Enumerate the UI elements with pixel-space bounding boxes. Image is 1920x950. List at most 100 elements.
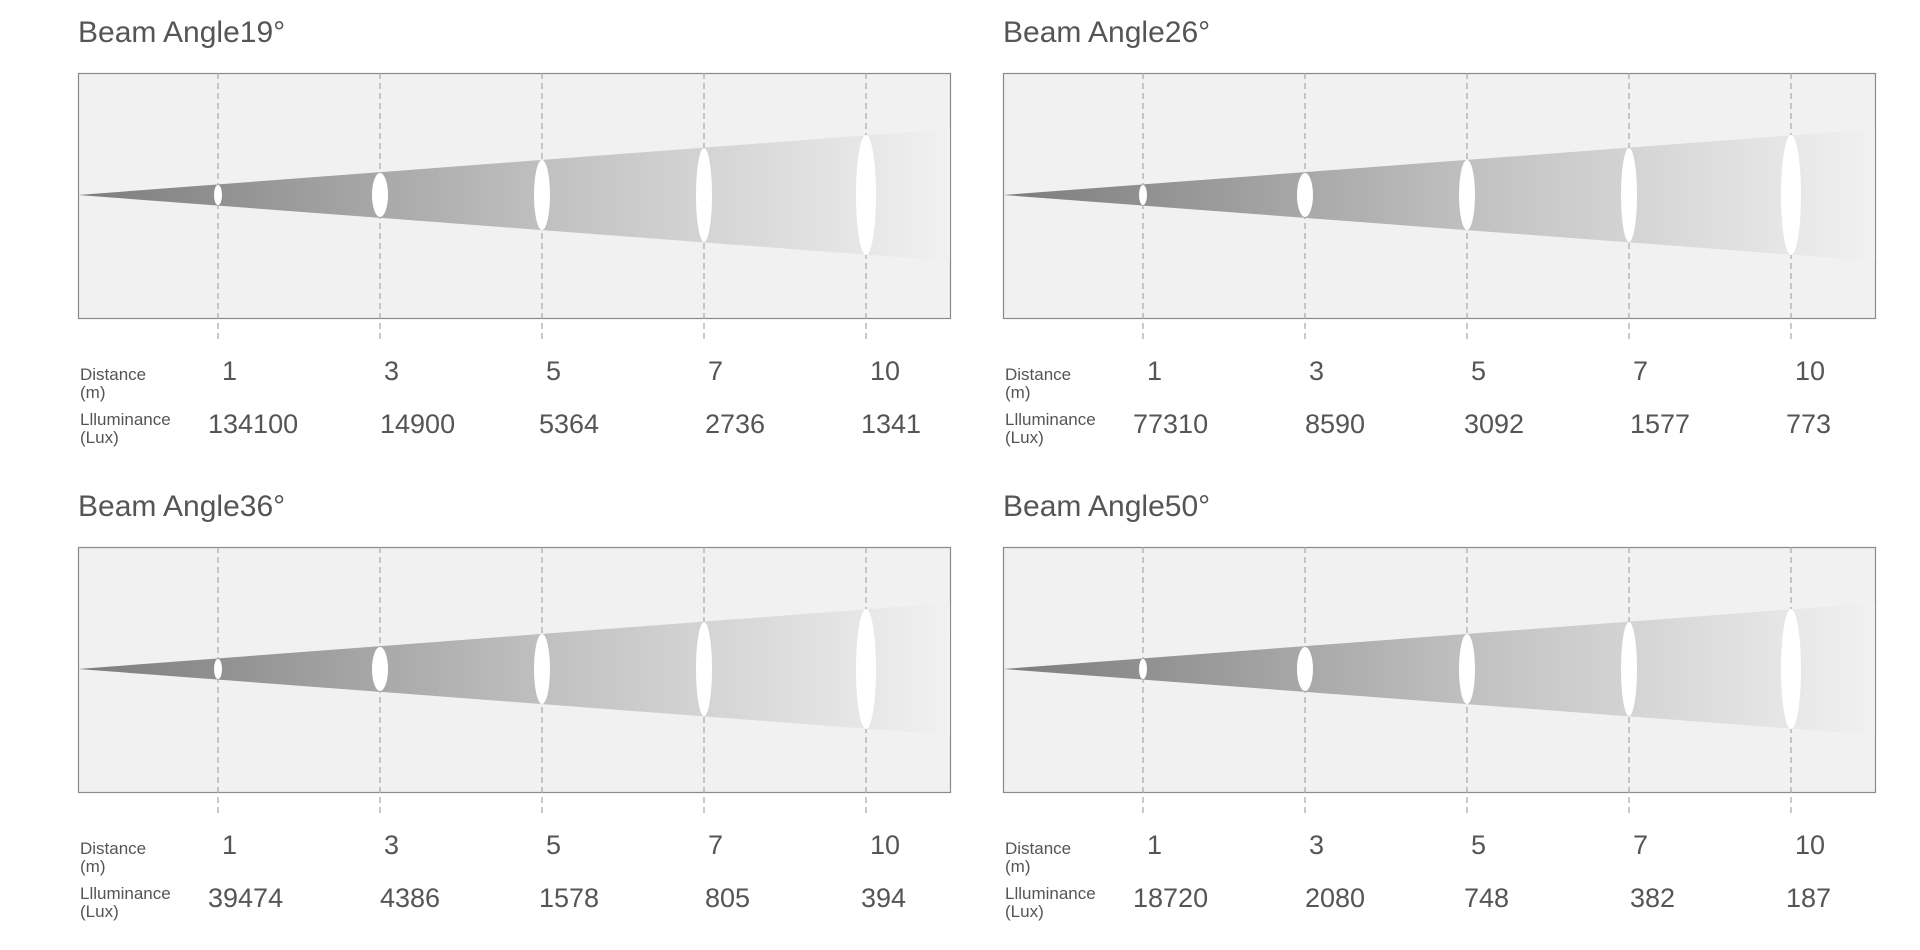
illuminance-label: Llluminance (Lux) bbox=[1005, 885, 1096, 921]
beam-spot bbox=[372, 647, 388, 691]
beam-spot bbox=[534, 634, 550, 704]
distance-unit-text: (m) bbox=[80, 383, 106, 402]
illuminance-value: 1577 bbox=[1630, 409, 1691, 439]
illuminance-unit-text: (Lux) bbox=[1005, 902, 1044, 921]
beam-diagram bbox=[1002, 546, 1877, 815]
illuminance-value: 8590 bbox=[1305, 409, 1366, 439]
distance-label: Distance (m) bbox=[1005, 366, 1071, 402]
illuminance-label: Llluminance (Lux) bbox=[1005, 411, 1096, 447]
beam-panel: Beam Angle19° Distance (m) Llluminance (Lux)… bbox=[77, 16, 958, 458]
distance-unit-text: (m) bbox=[1005, 857, 1031, 876]
illuminance-unit-text: (Lux) bbox=[1005, 428, 1044, 447]
distance-value: 7 bbox=[708, 830, 724, 860]
distance-value: 3 bbox=[1309, 830, 1325, 860]
distance-unit-text: (m) bbox=[80, 857, 106, 876]
beam-spot bbox=[1781, 135, 1801, 255]
distance-value: 3 bbox=[384, 356, 400, 386]
panel-title: Beam Angle36° bbox=[78, 490, 286, 523]
beam-diagram bbox=[1002, 72, 1877, 341]
distance-value: 5 bbox=[1471, 830, 1487, 860]
beam-spot bbox=[1459, 160, 1475, 230]
illuminance-value: 1578 bbox=[539, 883, 600, 913]
illuminance-value: 77310 bbox=[1133, 409, 1209, 439]
distance-value: 7 bbox=[708, 356, 724, 386]
light-beam-cone bbox=[78, 603, 950, 735]
beam-spot bbox=[1621, 622, 1637, 716]
beam-spot bbox=[696, 148, 712, 242]
distance-value: 1 bbox=[1147, 356, 1163, 386]
beam-spot bbox=[534, 160, 550, 230]
distance-label-text: Distance bbox=[1005, 839, 1072, 858]
distance-value: 5 bbox=[1471, 356, 1487, 386]
illuminance-value: 805 bbox=[705, 883, 751, 913]
illuminance-value: 2080 bbox=[1305, 883, 1366, 913]
illuminance-value: 18720 bbox=[1133, 883, 1209, 913]
panel-title: Beam Angle19° bbox=[78, 16, 286, 49]
illuminance-label: Llluminance (Lux) bbox=[80, 885, 171, 921]
illuminance-value: 748 bbox=[1464, 883, 1510, 913]
illuminance-value: 14900 bbox=[380, 409, 456, 439]
distance-label-text: Distance bbox=[80, 839, 147, 858]
distance-value: 1 bbox=[222, 830, 238, 860]
illuminance-value: 3092 bbox=[1464, 409, 1525, 439]
distance-value: 3 bbox=[1309, 356, 1325, 386]
illuminance-value: 39474 bbox=[208, 883, 284, 913]
light-beam-cone bbox=[78, 129, 950, 261]
distance-label-text: Distance bbox=[80, 365, 147, 384]
beam-diagram bbox=[77, 546, 952, 815]
distance-value: 1 bbox=[222, 356, 238, 386]
beam-panel: Beam Angle50° Distance (m) Llluminance (Lux)… bbox=[1002, 490, 1883, 932]
illuminance-value: 187 bbox=[1786, 883, 1832, 913]
illuminance-value: 773 bbox=[1786, 409, 1832, 439]
illuminance-label-text: Llluminance bbox=[80, 410, 171, 429]
illuminance-unit-text: (Lux) bbox=[80, 902, 119, 921]
illuminance-value: 1341 bbox=[861, 409, 922, 439]
illuminance-unit-text: (Lux) bbox=[80, 428, 119, 447]
distance-label-text: Distance bbox=[1005, 365, 1072, 384]
beam-spot bbox=[1139, 185, 1147, 205]
illuminance-value: 4386 bbox=[380, 883, 441, 913]
beam-spot bbox=[1621, 148, 1637, 242]
illuminance-value: 2736 bbox=[705, 409, 766, 439]
beam-spot bbox=[856, 609, 876, 729]
beam-spot bbox=[1139, 659, 1147, 679]
beam-panel: Beam Angle36° Distance (m) Llluminance (Lux)… bbox=[77, 490, 958, 932]
distance-label: Distance (m) bbox=[80, 840, 146, 876]
panel-title: Beam Angle50° bbox=[1003, 490, 1211, 523]
illuminance-value: 382 bbox=[1630, 883, 1676, 913]
illuminance-label: Llluminance (Lux) bbox=[80, 411, 171, 447]
distance-value: 7 bbox=[1633, 830, 1649, 860]
illuminance-label-text: Llluminance bbox=[1005, 410, 1096, 429]
beam-spot bbox=[1297, 173, 1313, 217]
beam-spot bbox=[214, 659, 222, 679]
distance-unit-text: (m) bbox=[1005, 383, 1031, 402]
beam-spot bbox=[856, 135, 876, 255]
distance-value: 10 bbox=[870, 356, 901, 386]
light-beam-cone bbox=[1003, 129, 1875, 261]
beam-spot bbox=[1297, 647, 1313, 691]
distance-value: 10 bbox=[870, 830, 901, 860]
distance-label: Distance (m) bbox=[80, 366, 146, 402]
distance-value: 3 bbox=[384, 830, 400, 860]
light-beam-cone bbox=[1003, 603, 1875, 735]
beam-spot bbox=[696, 622, 712, 716]
beam-spot bbox=[1781, 609, 1801, 729]
illuminance-label-text: Llluminance bbox=[1005, 884, 1096, 903]
distance-label: Distance (m) bbox=[1005, 840, 1071, 876]
panel-title: Beam Angle26° bbox=[1003, 16, 1211, 49]
illuminance-value: 394 bbox=[861, 883, 907, 913]
distance-value: 5 bbox=[546, 830, 562, 860]
distance-value: 10 bbox=[1795, 356, 1826, 386]
beam-spot bbox=[214, 185, 222, 205]
beam-spot bbox=[1459, 634, 1475, 704]
distance-value: 7 bbox=[1633, 356, 1649, 386]
beam-diagram bbox=[77, 72, 952, 341]
distance-value: 5 bbox=[546, 356, 562, 386]
distance-value: 1 bbox=[1147, 830, 1163, 860]
distance-value: 10 bbox=[1795, 830, 1826, 860]
illuminance-value: 134100 bbox=[208, 409, 299, 439]
beam-panel: Beam Angle26° Distance (m) Llluminance (Lux)… bbox=[1002, 16, 1883, 458]
illuminance-value: 5364 bbox=[539, 409, 600, 439]
illuminance-label-text: Llluminance bbox=[80, 884, 171, 903]
beam-spot bbox=[372, 173, 388, 217]
